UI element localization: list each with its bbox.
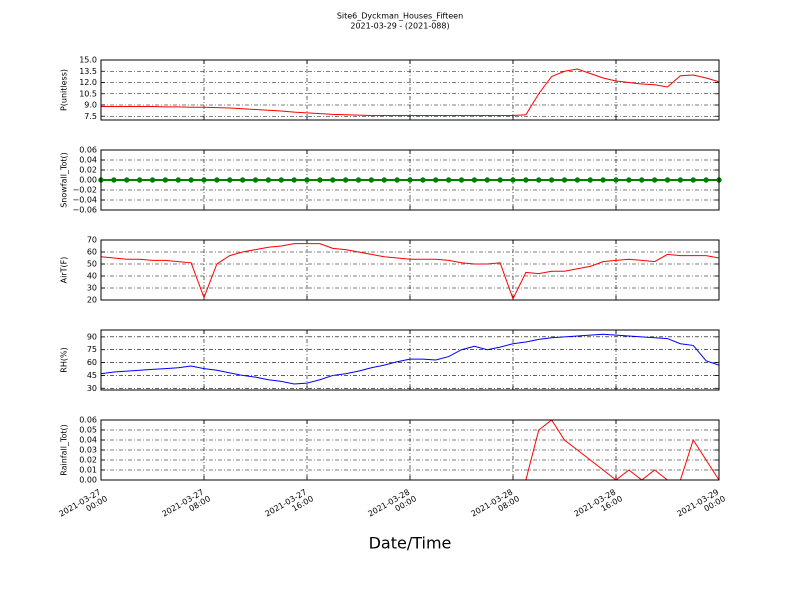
y-tick-label: 0.03 [79, 446, 97, 455]
y-tick-label: 0.06 [79, 416, 97, 425]
y-tick-label: 9.0 [84, 101, 97, 110]
data-point [458, 177, 465, 183]
data-point [124, 177, 130, 183]
y-axis-label: RH(%) [60, 347, 69, 372]
data-point [626, 177, 632, 183]
data-point [523, 177, 529, 183]
y-tick-label: 50 [87, 260, 97, 269]
y-tick-label: 70 [87, 236, 97, 245]
data-point [278, 177, 284, 183]
data-point [690, 177, 696, 183]
data-point [162, 177, 169, 183]
data-point [188, 177, 194, 183]
data-point [111, 177, 117, 183]
y-axis-label: Snowfall_Tot() [60, 152, 69, 208]
data-point [471, 177, 478, 183]
data-point [265, 177, 272, 183]
y-tick-label: 45 [87, 371, 97, 380]
data-point [149, 177, 156, 183]
data-point [510, 177, 516, 183]
data-point [600, 177, 606, 183]
y-tick-label: 10.5 [79, 89, 97, 98]
data-point [317, 177, 323, 183]
data-point [574, 177, 581, 183]
y-tick-label: 0.02 [79, 456, 97, 465]
y-tick-label: 13.5 [79, 67, 97, 76]
y-tick-label: 0.01 [79, 466, 97, 475]
data-point [420, 177, 426, 183]
data-line [101, 243, 719, 300]
data-point [651, 177, 658, 183]
data-point [291, 177, 297, 183]
data-point [355, 177, 362, 183]
y-tick-label: −0.04 [72, 196, 97, 205]
y-tick-label: 60 [87, 248, 97, 257]
data-point [536, 177, 542, 183]
data-point [342, 177, 349, 183]
chart-title: Site6_Dyckman_Houses_Fifteen [337, 12, 463, 21]
data-point [381, 177, 387, 183]
y-tick-label: 12.0 [79, 78, 97, 87]
data-point [677, 177, 684, 183]
data-point [703, 177, 709, 183]
data-point [407, 177, 413, 183]
data-point [394, 177, 400, 183]
axes-frame [100, 329, 720, 391]
data-point [214, 177, 220, 183]
data-point [561, 177, 568, 183]
data-point [136, 177, 143, 183]
x-axis-label: Date/Time [369, 534, 452, 553]
y-tick-label: 40 [87, 272, 97, 281]
y-tick-label: 0.04 [79, 156, 97, 165]
data-point [613, 177, 619, 183]
data-point [368, 177, 375, 183]
y-tick-label: 0.05 [79, 426, 97, 435]
data-point [445, 177, 452, 183]
data-point [484, 177, 490, 183]
y-tick-label: 15.0 [79, 56, 97, 65]
y-axis-label: AirT(F) [60, 257, 69, 284]
y-tick-label: 20 [87, 296, 97, 305]
y-tick-label: 30 [87, 284, 97, 293]
data-point [227, 177, 233, 183]
y-tick-label: 75 [87, 345, 97, 354]
y-tick-label: 0.02 [79, 166, 97, 175]
axes-frame [100, 419, 720, 481]
data-point [497, 177, 503, 183]
axes-frame [100, 239, 720, 301]
y-tick-label: 0.00 [79, 176, 97, 185]
y-tick-label: 0.06 [79, 146, 97, 155]
axes-frame [100, 149, 720, 211]
data-point [548, 177, 555, 183]
data-point [175, 177, 181, 183]
y-tick-label: 7.5 [84, 112, 97, 121]
data-point [201, 177, 207, 183]
data-line [101, 68, 719, 116]
y-tick-label: 60 [87, 358, 97, 367]
data-point [239, 177, 246, 183]
data-point [664, 177, 671, 183]
data-point [433, 177, 439, 183]
y-tick-label: 0.04 [79, 436, 97, 445]
y-tick-label: 90 [87, 332, 97, 341]
y-tick-label: 30 [87, 384, 97, 393]
data-point [639, 177, 645, 183]
axes-frame [100, 59, 720, 121]
chart-subtitle: 2021-03-29 - (2021-088) [350, 22, 449, 31]
data-point [330, 177, 336, 183]
data-point [304, 177, 310, 183]
y-axis-label: P(unitless) [60, 69, 69, 111]
y-axis-label: Rainfall_Tot() [60, 424, 69, 476]
data-point [587, 177, 593, 183]
data-line [101, 333, 719, 385]
y-tick-label: −0.02 [72, 186, 97, 195]
y-tick-label: 0.00 [79, 476, 97, 485]
y-tick-label: −0.06 [72, 206, 97, 215]
data-point [252, 177, 259, 183]
